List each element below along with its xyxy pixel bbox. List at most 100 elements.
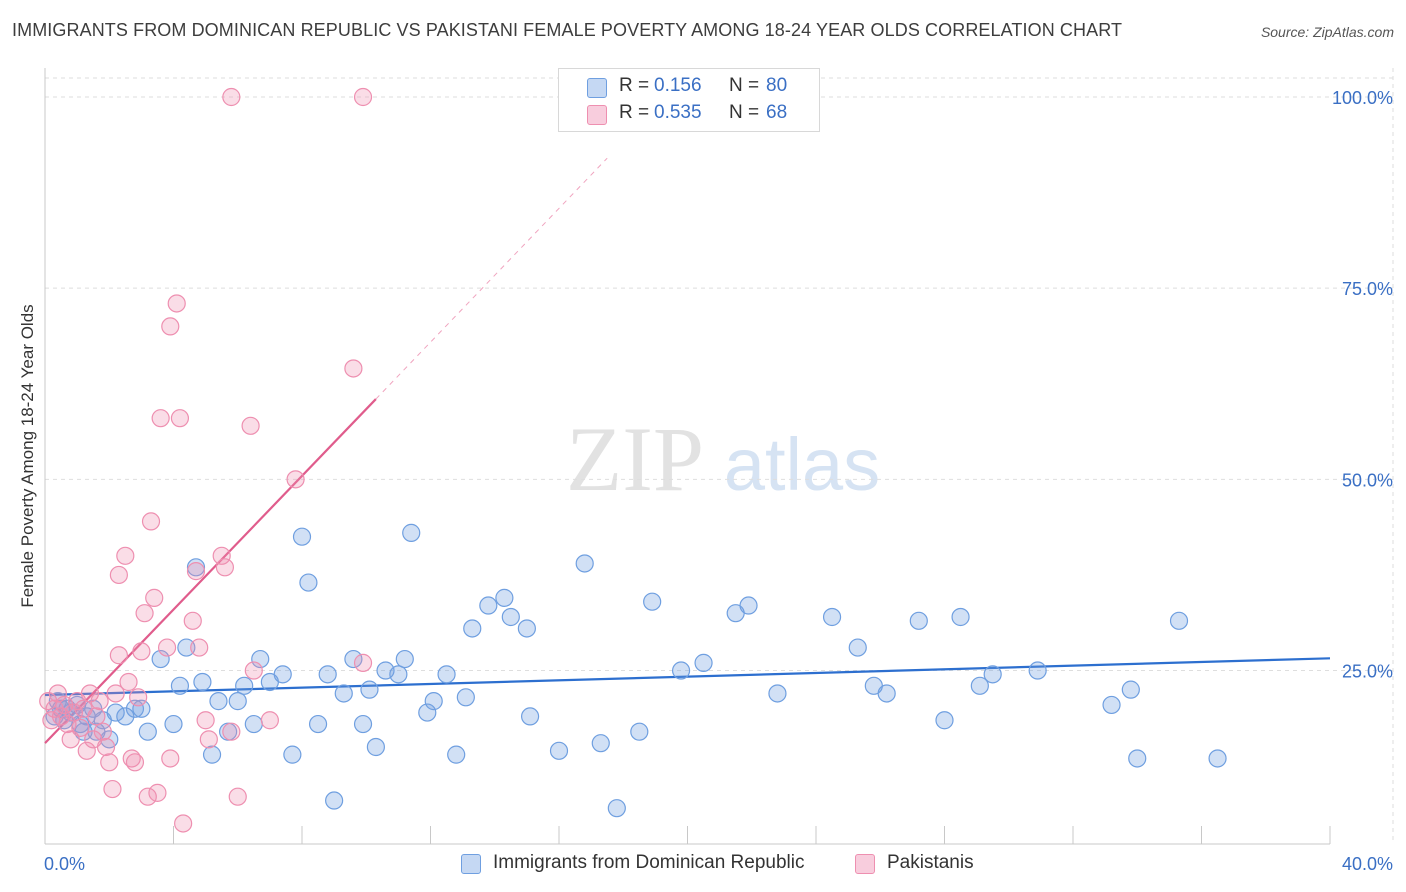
y-tick-labels: 25.0% 50.0% 75.0% 100.0% bbox=[1332, 88, 1393, 682]
chart-legend: Immigrants from Dominican Republic Pakis… bbox=[0, 852, 1406, 878]
n-label: N = bbox=[729, 75, 760, 96]
pakistani-swatch-icon bbox=[587, 105, 607, 125]
dominican-point bbox=[671, 661, 691, 680]
scatter-points bbox=[39, 87, 1227, 833]
dominican-point bbox=[437, 665, 456, 684]
pakistani-point bbox=[157, 638, 177, 657]
dominican-point bbox=[360, 680, 379, 699]
pakistani-point bbox=[64, 703, 84, 722]
dominican-point bbox=[848, 638, 867, 657]
watermark-zip: ZIP bbox=[566, 408, 704, 510]
chart-title: IMMIGRANTS FROM DOMINICAN REPUBLIC VS PA… bbox=[12, 20, 1123, 40]
pakistani-point bbox=[170, 409, 190, 428]
dominican-point bbox=[424, 692, 443, 711]
pakistani-point bbox=[186, 562, 206, 581]
dominican-point bbox=[251, 649, 270, 669]
r-value: 0.535 bbox=[654, 102, 702, 123]
dominican-point bbox=[643, 592, 662, 611]
legend-label: Immigrants from Dominican Republic bbox=[493, 852, 805, 873]
dominican-point bbox=[520, 707, 540, 726]
pakistani-point bbox=[199, 730, 218, 749]
dominican-point bbox=[1208, 749, 1227, 768]
trend-extension-pakistani bbox=[375, 157, 608, 400]
pakistani-point bbox=[100, 753, 119, 772]
pakistani-point bbox=[71, 718, 90, 737]
watermark: ZIP atlas bbox=[566, 408, 880, 510]
pakistani-point bbox=[344, 359, 363, 378]
pakistani-point bbox=[212, 546, 231, 565]
dominican-point bbox=[1128, 749, 1147, 768]
dominican-point bbox=[283, 745, 302, 764]
y-tick-label: 100.0% bbox=[1332, 88, 1393, 108]
pakistani-point bbox=[145, 588, 164, 607]
dominican-point bbox=[768, 684, 787, 703]
dominican-point bbox=[456, 688, 475, 707]
pakistani-point bbox=[109, 565, 128, 585]
pakistani-point bbox=[148, 783, 167, 802]
stats-row-dominican: R = 0.156 N = 80 bbox=[559, 75, 819, 101]
dominican-point bbox=[694, 653, 713, 672]
dominican-point bbox=[366, 737, 385, 757]
dominican-point bbox=[970, 676, 989, 695]
dominican-point bbox=[299, 573, 318, 592]
dominican-point bbox=[463, 619, 482, 638]
y-tick-label: 25.0% bbox=[1342, 662, 1393, 682]
dominican-point bbox=[951, 607, 970, 627]
dominican-point bbox=[1121, 680, 1140, 699]
dominican-point bbox=[935, 711, 954, 730]
dominican-point bbox=[193, 672, 212, 692]
dominican-point bbox=[1028, 661, 1047, 680]
pakistani-point bbox=[116, 546, 135, 565]
pakistani-point bbox=[222, 87, 241, 107]
dominican-point bbox=[418, 703, 437, 722]
pakistani-point bbox=[190, 638, 209, 657]
dominican-point bbox=[549, 741, 569, 760]
dominican-point bbox=[501, 607, 520, 627]
r-label: R = bbox=[619, 75, 650, 96]
watermark-atlas: atlas bbox=[724, 423, 880, 506]
dominican-point bbox=[292, 527, 312, 546]
dominican-point bbox=[630, 722, 649, 741]
pakistani-point bbox=[151, 409, 170, 428]
dominican-point bbox=[739, 596, 758, 615]
pakistani-point bbox=[161, 317, 180, 336]
pakistani-point bbox=[129, 688, 148, 707]
dominican-point bbox=[1102, 695, 1121, 715]
n-value: 68 bbox=[766, 102, 788, 123]
pakistani-point bbox=[353, 653, 373, 672]
dominican-point bbox=[334, 684, 353, 703]
pakistani-point bbox=[174, 814, 193, 833]
pakistani-point bbox=[260, 711, 279, 730]
pakistani-point bbox=[80, 684, 100, 703]
dominican-point bbox=[591, 734, 610, 753]
dominican-point bbox=[325, 791, 344, 810]
pakistani-point bbox=[77, 741, 96, 760]
pakistani-point bbox=[106, 684, 125, 703]
legend-label: Pakistanis bbox=[887, 852, 974, 873]
dominican-point bbox=[170, 676, 190, 695]
pakistani-point bbox=[125, 753, 145, 772]
pakistani-point bbox=[167, 294, 186, 313]
pakistani-point bbox=[244, 661, 263, 680]
pakistani-point bbox=[222, 722, 241, 741]
dominican-point bbox=[575, 554, 594, 573]
legend-swatch-icon bbox=[461, 854, 481, 874]
y-tick-label: 75.0% bbox=[1342, 279, 1393, 299]
dominican-point bbox=[877, 684, 896, 703]
dominican-point bbox=[106, 703, 125, 722]
n-label: N = bbox=[729, 102, 760, 123]
dominican-point bbox=[909, 611, 928, 630]
pakistani-point bbox=[93, 722, 112, 741]
legend-swatch-icon bbox=[855, 854, 875, 874]
y-tick-label: 50.0% bbox=[1342, 470, 1393, 490]
dominican-point bbox=[186, 558, 206, 577]
dominican-point bbox=[177, 638, 196, 657]
pakistani-point bbox=[215, 558, 234, 577]
pakistani-point bbox=[48, 684, 67, 703]
dominican-point bbox=[125, 699, 145, 718]
dominican-point bbox=[517, 619, 536, 638]
pakistani-point bbox=[109, 646, 128, 665]
dominican-point bbox=[344, 649, 363, 669]
dominican-point bbox=[202, 745, 222, 764]
